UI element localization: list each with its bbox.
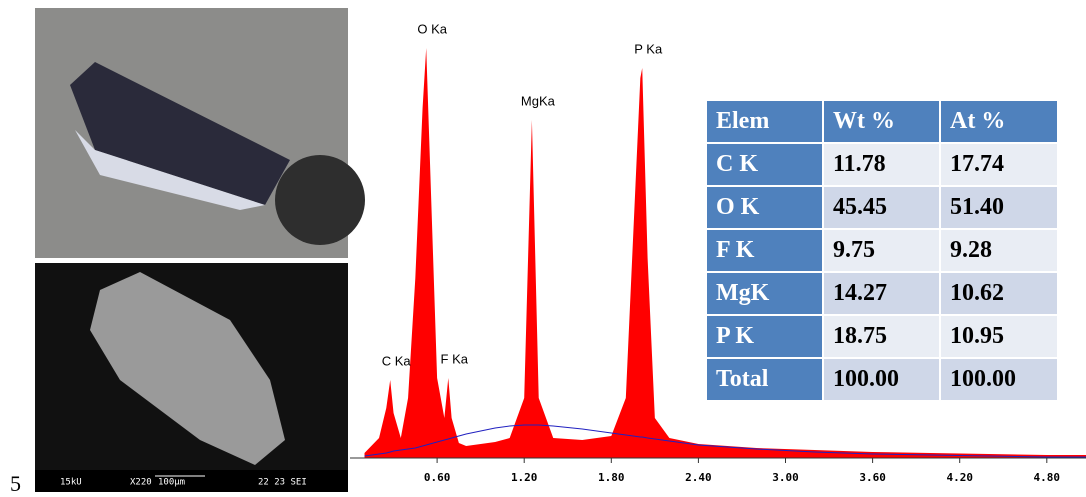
peak-label: O Ka (417, 21, 447, 36)
table-cell-text: P K (716, 323, 754, 349)
table-cell-text: Total (716, 366, 769, 392)
spectrum: 0.60 1.20 1.80 2.40 3.00 3.60 4.20 4.80 C Ka O Ka… (350, 21, 1086, 484)
x-tick-label: 3.60 (859, 471, 886, 484)
table-cell (705, 314, 824, 359)
sem-bar (35, 470, 348, 492)
table: Elem Wt % At % C K 11.78 17.74 O K 45.45 51.40 F … (705, 99, 1059, 402)
table-cell-text: 18.75 (833, 323, 887, 349)
x-tick-label: 0.60 (424, 471, 451, 484)
table-cell-text: 51.40 (950, 194, 1004, 220)
background-line (364, 424, 1086, 458)
crystal-light (75, 130, 265, 210)
table-cell (939, 99, 1059, 144)
table-cell (822, 142, 941, 187)
table-cell-text: 14.27 (833, 280, 887, 306)
table-header: At % (950, 108, 1005, 134)
table-cell (939, 271, 1059, 316)
x-tick-label: 4.20 (946, 471, 973, 484)
x-tick-label: 4.80 (1034, 471, 1061, 484)
table-cell (705, 228, 824, 273)
spectrum-area (364, 48, 1086, 458)
table-cell-text: MgK (716, 280, 770, 306)
table-cell (939, 142, 1059, 187)
table-cell (705, 271, 824, 316)
sem-label: 22 23 SEI (258, 478, 307, 488)
sem-label: 15kU (60, 478, 82, 488)
table-cell-text: C K (716, 151, 758, 177)
table-cell (822, 99, 941, 144)
table-cell-text: O K (716, 194, 760, 220)
holder (275, 155, 365, 245)
figure-label: 5 (10, 471, 21, 496)
table-cell (705, 357, 824, 402)
table-cell-text: 11.78 (833, 151, 886, 177)
x-tick-label: 1.80 (598, 471, 625, 484)
x-tick-label: 1.20 (511, 471, 538, 484)
table-cell (939, 314, 1059, 359)
table-cell-text: F K (716, 237, 755, 263)
table-header: Elem (716, 108, 769, 134)
peak-label: MgKa (521, 93, 556, 108)
sem-label: 100µm (158, 478, 185, 488)
sem-crystal (90, 272, 285, 465)
sem-label: X220 (130, 478, 152, 488)
table-cell (705, 99, 824, 144)
table-cell-text: 9.28 (950, 237, 992, 263)
table-cell-text: 100.00 (950, 366, 1016, 392)
table-cell-text: 10.62 (950, 280, 1004, 306)
table-cell-text: 100.00 (833, 366, 899, 392)
peak-label: C Ka (382, 353, 412, 368)
x-tick-label: 2.40 (685, 471, 712, 484)
table-cell-text: 17.74 (950, 151, 1004, 177)
peak-label: P Ka (634, 41, 663, 56)
crystal-dark (70, 62, 290, 205)
table-cell (939, 185, 1059, 230)
table-cell (822, 357, 941, 402)
peak-label: F Ka (441, 351, 469, 366)
table-header: Wt % (833, 108, 895, 134)
table-cell-text: 45.45 (833, 194, 887, 220)
x-tick-label: 3.00 (772, 471, 799, 484)
table-cell (939, 357, 1059, 402)
table-cell-text: 9.75 (833, 237, 875, 263)
table-cell-text: 10.95 (950, 323, 1004, 349)
